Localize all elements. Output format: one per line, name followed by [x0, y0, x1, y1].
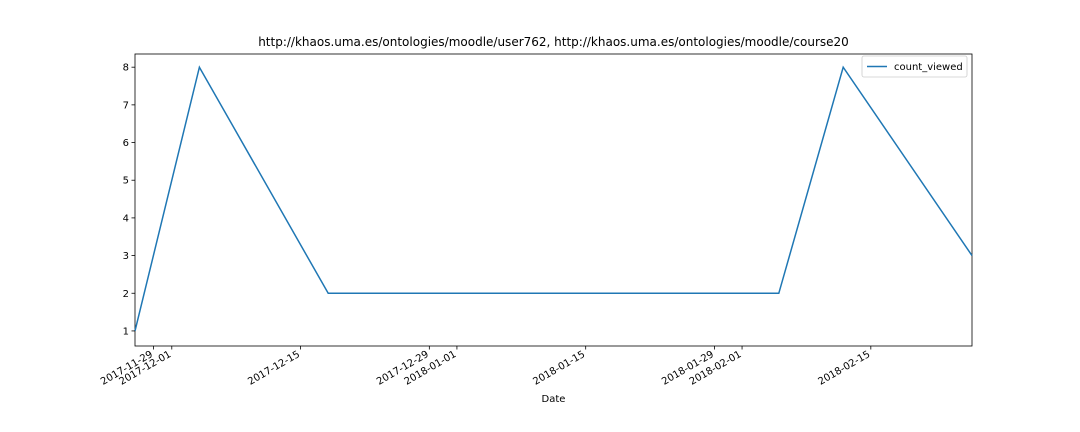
- chart-title: http://khaos.uma.es/ontologies/moodle/us…: [258, 35, 849, 49]
- series-line-0: [134, 65, 973, 332]
- x-tick-label: 2018-02-15: [816, 349, 872, 388]
- legend-box: [861, 55, 968, 78]
- x-axis-label: Date: [542, 394, 566, 405]
- y-tick-label: 1: [123, 326, 129, 337]
- y-tick-label: 6: [123, 138, 129, 149]
- legend-label: count_viewed: [894, 62, 963, 73]
- y-tick-label: 8: [123, 63, 129, 74]
- plot-area: [134, 53, 973, 347]
- plot-frame: [134, 53, 973, 347]
- y-tick-label: 7: [123, 100, 129, 111]
- y-tick-label: 3: [123, 251, 129, 262]
- x-tick-label: 2017-12-15: [246, 349, 302, 388]
- legend: count_viewed: [861, 55, 968, 78]
- y-tick-label: 2: [123, 289, 129, 300]
- y-tick-label: 5: [123, 176, 129, 187]
- x-tick-label: 2018-01-15: [531, 349, 587, 388]
- y-axis: 1 2 3 4 5 6 7 8: [123, 63, 135, 337]
- y-tick-label: 4: [123, 213, 129, 224]
